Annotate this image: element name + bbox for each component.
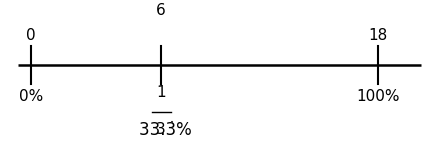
Text: 0%: 0% (19, 89, 43, 104)
Text: 1: 1 (156, 85, 165, 100)
Text: 0: 0 (26, 28, 36, 43)
Text: 6: 6 (156, 3, 166, 18)
Text: 3: 3 (156, 122, 166, 137)
Text: 18: 18 (368, 28, 387, 43)
Text: 33.​3̇%: 33.​3̇% (139, 121, 192, 139)
Text: 100%: 100% (355, 89, 399, 104)
